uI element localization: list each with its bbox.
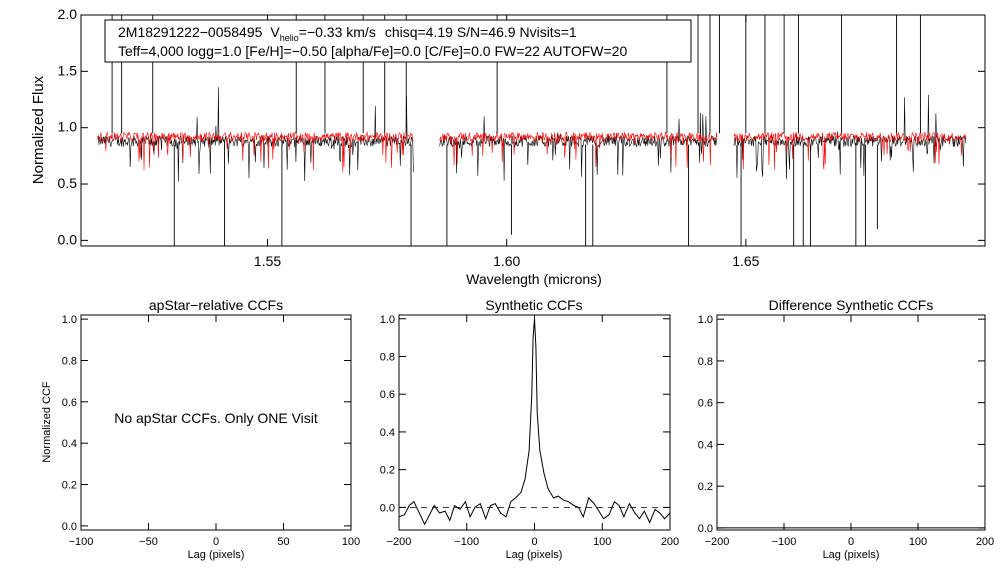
y-tick-label: 0.8 bbox=[698, 356, 713, 368]
star-id: 2M18291222−0058495 bbox=[118, 24, 263, 40]
spectrum-annotation-line1: 2M18291222−0058495 Vhelio=−0.33 km/s chisq… bbox=[118, 24, 577, 43]
y-tick-label: 1.5 bbox=[58, 62, 78, 78]
y-tick-label: 0.0 bbox=[58, 231, 78, 247]
spectrum-frame bbox=[80, 14, 986, 247]
y-tick-label: 1.0 bbox=[698, 314, 713, 326]
difference-ccf-panel: Difference Synthetic CCFs −200 −100 0 100 20… bbox=[698, 297, 994, 561]
y-tick-label: 0.0 bbox=[62, 521, 77, 533]
y-tick-label: 0.6 bbox=[380, 389, 395, 401]
difference-ccf-frame bbox=[716, 314, 986, 531]
spectrum-panel: 1.55 1.60 1.65 0.0 0.5 1.0 1.5 2.0 2M18291222−0… bbox=[30, 6, 986, 287]
x-tick-label: 1.60 bbox=[493, 253, 520, 269]
x-tick-label: 1.65 bbox=[732, 253, 759, 269]
x-tick-label: 100 bbox=[342, 536, 360, 548]
difference-ccf-title: Difference Synthetic CCFs bbox=[769, 297, 934, 313]
spectrum-ylabel: Normalized Flux bbox=[30, 75, 47, 184]
y-tick-label: 0.2 bbox=[698, 481, 713, 493]
apstar-ccf-panel: apStar−relative CCFs −100 −50 0 50 100 0.0 0.2… bbox=[41, 297, 360, 561]
apstar-ccf-ticks: −100 −50 0 50 100 0.0 0.2 0.4 0.6 0.8 1.0 bbox=[62, 314, 360, 548]
y-tick-label: 1.0 bbox=[380, 314, 395, 326]
x-tick-label: −50 bbox=[139, 536, 158, 548]
x-tick-label: −200 bbox=[387, 536, 412, 548]
velocity-subscript: helio bbox=[280, 33, 299, 43]
y-tick-label: 0.4 bbox=[698, 439, 713, 451]
spectrum-xlabel: Wavelength (microns) bbox=[466, 271, 602, 287]
y-tick-label: 0.4 bbox=[380, 427, 395, 439]
y-tick-label: 0.6 bbox=[698, 398, 713, 410]
y-tick-label: 2.0 bbox=[58, 6, 78, 22]
x-tick-label: 50 bbox=[277, 536, 289, 548]
x-tick-label: −200 bbox=[705, 536, 730, 548]
velocity-value: =−0.33 km/s bbox=[299, 24, 376, 40]
y-tick-label: 0.5 bbox=[58, 175, 78, 191]
x-tick-label: 100 bbox=[909, 536, 927, 548]
y-tick-label: 0.4 bbox=[62, 438, 77, 450]
x-tick-label: −100 bbox=[69, 536, 94, 548]
synthetic-ccf-panel: Synthetic CCFs −200 −100 0 100 200 0.0 0.2 0.4 0… bbox=[380, 297, 679, 561]
difference-ccf-ticks: −200 −100 0 100 200 0.0 0.2 0.4 0.6 0.8 1.0 bbox=[698, 314, 994, 548]
y-tick-label: 0.8 bbox=[62, 355, 77, 367]
apstar-ccf-title: apStar−relative CCFs bbox=[149, 297, 283, 313]
y-tick-label: 0.8 bbox=[380, 351, 395, 363]
apstar-ccf-xlabel: Lag (pixels) bbox=[188, 549, 245, 561]
ccf-series-0 bbox=[398, 318, 671, 526]
y-tick-label: 1.0 bbox=[62, 314, 77, 326]
y-tick-label: 0.0 bbox=[698, 523, 713, 535]
x-tick-label: 0 bbox=[531, 536, 537, 548]
spectrum-ticks: 1.55 1.60 1.65 0.0 0.5 1.0 1.5 2.0 bbox=[58, 6, 985, 269]
y-tick-label: 0.2 bbox=[62, 480, 77, 492]
spectrum-annotation-box bbox=[104, 19, 692, 63]
fit-stats: chisq=4.19 S/N=46.9 Nvisits=1 bbox=[385, 24, 577, 40]
x-tick-label: −100 bbox=[454, 536, 479, 548]
x-tick-label: 200 bbox=[976, 536, 994, 548]
velocity-label: V bbox=[270, 24, 280, 40]
synthetic-ccf-frame bbox=[398, 314, 671, 531]
apstar-ccf-ylabel: Normalized CCF bbox=[41, 381, 53, 463]
y-tick-label: 0.6 bbox=[62, 397, 77, 409]
x-tick-label: 1.55 bbox=[254, 253, 281, 269]
y-tick-label: 0.2 bbox=[380, 465, 395, 477]
x-tick-label: 0 bbox=[213, 536, 219, 548]
x-tick-label: 100 bbox=[593, 536, 611, 548]
x-tick-label: 0 bbox=[848, 536, 854, 548]
synthetic-ccf-xlabel: Lag (pixels) bbox=[506, 549, 563, 561]
x-tick-label: 200 bbox=[661, 536, 679, 548]
synthetic-ccf-title: Synthetic CCFs bbox=[485, 297, 582, 313]
y-tick-label: 0.0 bbox=[380, 502, 395, 514]
x-tick-label: −100 bbox=[772, 536, 797, 548]
spectrum-annotation-line2: Teff=4,000 logg=1.0 [Fe/H]=−0.50 [alpha/… bbox=[118, 43, 627, 59]
synthetic-ccf-lines bbox=[398, 318, 671, 526]
apstar-ccf-note: No apStar CCFs. Only ONE Visit bbox=[114, 410, 318, 426]
y-tick-label: 1.0 bbox=[58, 119, 78, 135]
spectrum-series-1 bbox=[97, 131, 967, 173]
difference-ccf-xlabel: Lag (pixels) bbox=[823, 549, 880, 561]
